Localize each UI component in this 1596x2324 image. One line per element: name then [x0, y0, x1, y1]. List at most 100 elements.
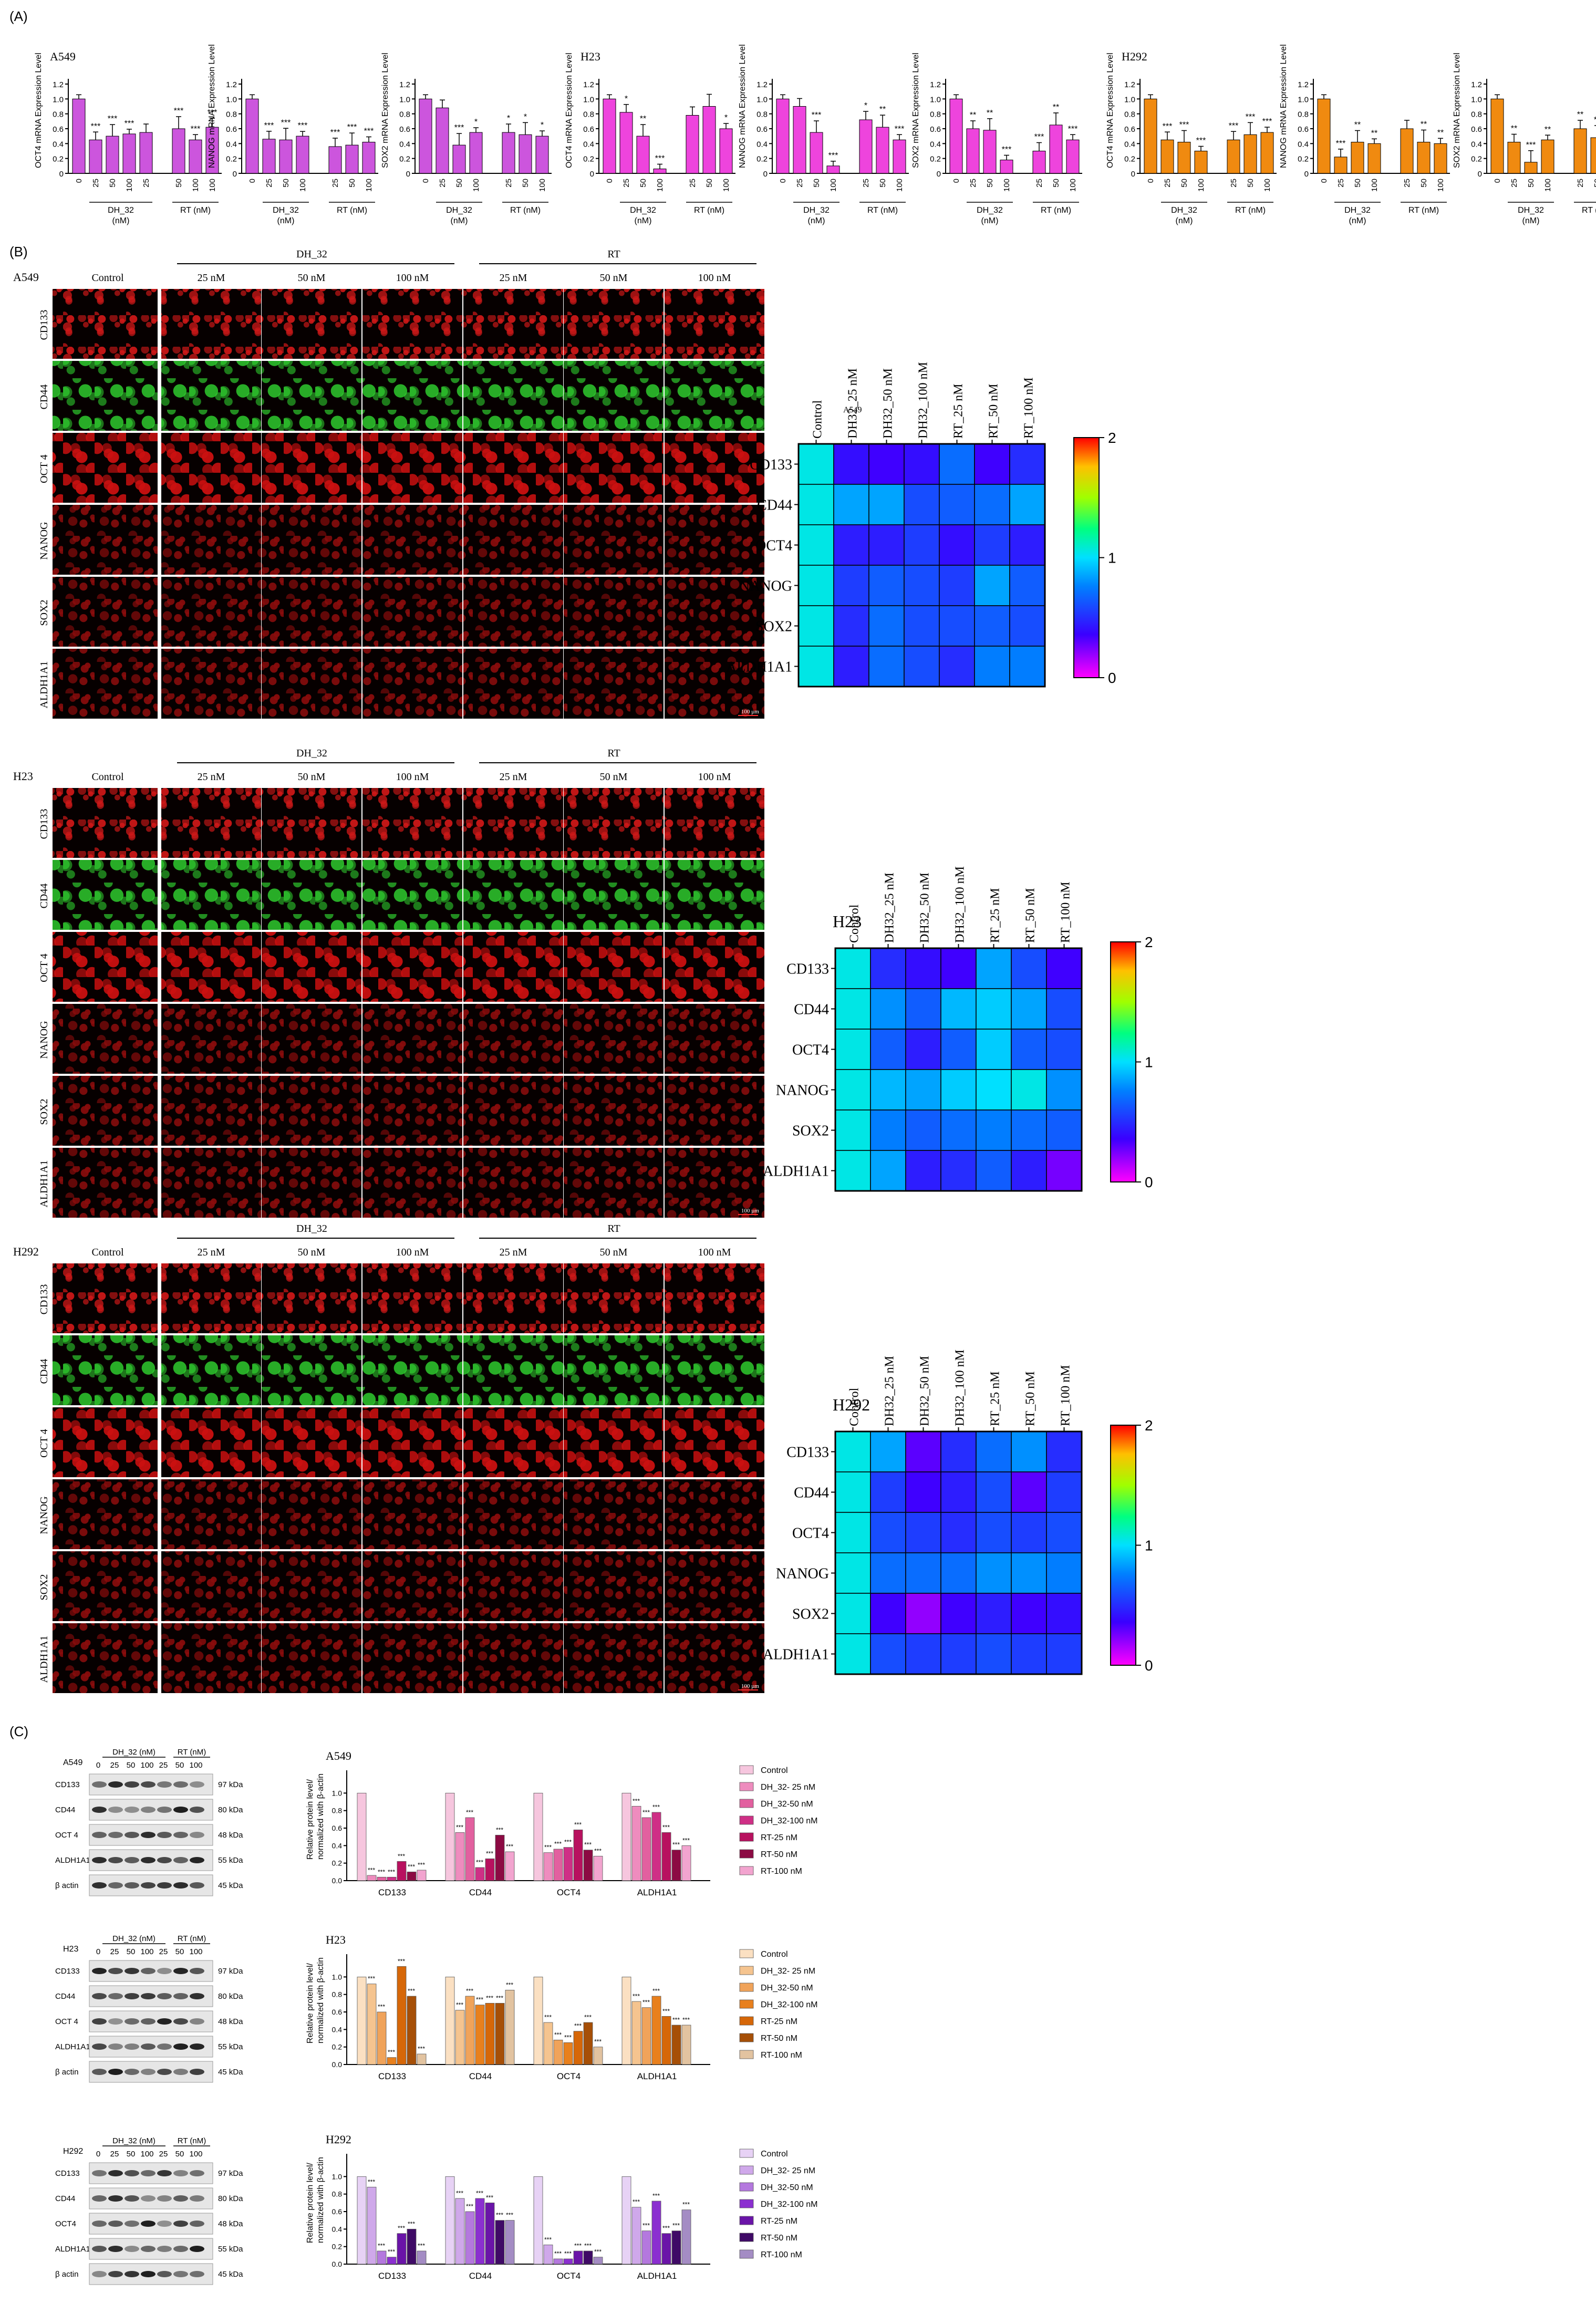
panel-a-cell-label: H23: [581, 50, 600, 63]
row-marker-label: CD44: [38, 1359, 50, 1384]
heatmap-column-label: RT_50 nM: [1024, 888, 1038, 943]
legend-entry: RT-100 nM: [761, 2051, 802, 2060]
blot-band: [108, 2069, 123, 2075]
blot-band: [92, 1993, 107, 1999]
bar-y-tick-label: 0.4: [332, 1841, 343, 1850]
y-tick-label: 1.2: [756, 80, 768, 89]
x-tick-label: 25: [1035, 179, 1044, 188]
bar-stars: ***: [486, 2194, 493, 2201]
bar-category-label: CD133: [378, 2071, 406, 2081]
row-marker-label: SOX2: [38, 1098, 50, 1125]
micrograph-tile: [262, 433, 361, 503]
legend-swatch: [739, 1799, 754, 1808]
bar-chart-cell-label: A549: [326, 1749, 351, 1762]
bar-stars: ***: [574, 2022, 582, 2030]
blot-band: [190, 1781, 204, 1788]
heatmap-column-label: Control: [811, 400, 825, 439]
nm-unit-label: (nM): [112, 216, 130, 225]
micrograph-tile: [53, 1148, 158, 1218]
x-tick-label: 50: [1180, 179, 1189, 188]
mrna-bar: [1144, 98, 1157, 174]
legend-entry: RT-25 nM: [761, 2017, 797, 2026]
mrna-bar: [826, 165, 840, 174]
micrograph-tile: [362, 1263, 462, 1333]
protein-bar: [417, 2053, 427, 2065]
bar-stars: ***: [584, 1841, 592, 1849]
y-tick-label: 0: [1478, 170, 1482, 179]
micrograph-tile: [161, 1623, 261, 1693]
significance-stars: ***: [364, 127, 374, 136]
bar-stars: ***: [554, 2250, 562, 2257]
protein-bar: [407, 1996, 417, 2065]
colorbar-tick-label: 0: [1145, 1174, 1153, 1190]
blot-band: [125, 2018, 139, 2025]
significance-stars: ***: [812, 111, 822, 120]
protein-bar: [583, 2250, 593, 2265]
bar-category-label: OCT4: [557, 2271, 581, 2281]
bar-stars: ***: [368, 2178, 375, 2185]
y-tick-label: 1.2: [53, 80, 64, 89]
blot-protein-label: CD133: [55, 1780, 80, 1789]
x-tick-label: 100: [208, 179, 217, 192]
dh32-group-label: DH_32: [630, 206, 656, 215]
blot-lane-label: 25: [159, 1947, 168, 1956]
y-tick-label: 0.4: [1298, 140, 1309, 149]
blot-band: [190, 2170, 204, 2176]
heatmap-cell: [870, 1512, 906, 1553]
heatmap-column-label: Control: [848, 904, 862, 943]
micrograph-tile: [362, 1479, 462, 1549]
heatmap-cell: [976, 1471, 1012, 1513]
micrograph-tile: [463, 788, 563, 858]
x-tick-label: 25: [1163, 179, 1172, 188]
blot-band: [173, 2069, 188, 2075]
blot-lane-label: 0: [96, 1947, 100, 1956]
significance-stars: *: [541, 121, 544, 130]
heatmap-cell: [940, 988, 977, 1030]
micrograph-tile: [564, 1148, 664, 1218]
heatmap-cell: [1046, 948, 1082, 989]
legend-swatch: [739, 2165, 754, 2175]
bar-y-tick-label: 1.0: [332, 2172, 343, 2181]
blot-kda-label: 80 kDa: [218, 1992, 243, 2001]
significance-stars: ***: [1229, 121, 1239, 130]
protein-bar: [445, 1792, 455, 1881]
y-tick-label: 0.6: [756, 125, 768, 134]
y-tick-label: 1.2: [399, 80, 410, 89]
micrograph-tile: [564, 1263, 664, 1333]
micrograph-tile: [161, 649, 261, 719]
column-header-dose: 100 nM: [396, 1247, 429, 1258]
blot-band: [92, 2170, 107, 2176]
protein-bar: [445, 2176, 455, 2265]
bar-stars: ***: [398, 1957, 405, 1965]
bar-ylabel-line1: Relative protein level/: [306, 1779, 315, 1860]
mrna-bar: [106, 136, 119, 174]
blot-band: [157, 2195, 172, 2202]
y-tick-label: 0: [59, 170, 64, 179]
micrograph-tile: [564, 1335, 664, 1405]
bar-stars: ***: [368, 1866, 375, 1874]
legend-entry: DH_32-50 nM: [761, 2183, 813, 2192]
y-tick-label: 0.2: [53, 155, 64, 164]
heatmap-cell: [905, 1512, 941, 1553]
colorbar: [1110, 1425, 1136, 1666]
bar-ylabel-line2: normalized with β-actin: [316, 2157, 325, 2243]
significance-stars: *: [864, 101, 867, 110]
heatmap-cell: [868, 484, 905, 525]
y-tick-label: 0.6: [1124, 125, 1135, 134]
blot-protein-label: OCT 4: [55, 2017, 78, 2026]
micrograph-tile: [665, 860, 764, 930]
legend-entry: DH_32-50 nM: [761, 1984, 813, 1993]
blot-band: [157, 2043, 172, 2050]
legend-swatch: [739, 2016, 754, 2026]
protein-bar: [671, 2230, 681, 2265]
heatmap-cell: [798, 443, 834, 485]
row-marker-label: NANOG: [38, 1021, 50, 1059]
blot-band: [141, 1882, 156, 1889]
heatmap-cell: [1011, 1633, 1047, 1675]
column-header-dose: 100 nM: [698, 1247, 731, 1258]
dh32-header: DH_32: [296, 248, 327, 260]
micrograph-tile: [53, 1479, 158, 1549]
micrograph-tile: [262, 1407, 361, 1477]
micrograph-tile: [53, 788, 158, 858]
bar-category-label: CD44: [469, 1887, 492, 1897]
